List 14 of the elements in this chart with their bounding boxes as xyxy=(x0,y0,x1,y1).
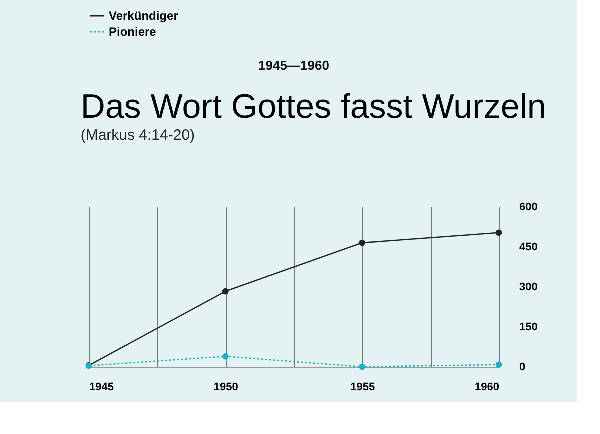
x-tick-label: 1945 xyxy=(90,382,114,394)
chart-title: Das Wort Gottes fasst Wurzeln xyxy=(80,88,546,126)
x-tick-label: 1955 xyxy=(350,382,376,394)
chart-subtitle: (Markus 4:14-20) xyxy=(80,127,196,144)
x-tick-label: 1960 xyxy=(475,382,500,394)
x-tick-label: 1950 xyxy=(214,382,238,394)
legend-label: Verkündiger xyxy=(109,9,179,23)
y-tick-label: 450 xyxy=(520,242,538,254)
y-tick-label: 600 xyxy=(520,202,538,214)
y-tick-label: 150 xyxy=(520,322,538,334)
y-tick-label: 300 xyxy=(520,282,538,294)
text: 1945—1960 xyxy=(258,58,330,73)
y-tick-label: 0 xyxy=(520,362,526,374)
legend-label: Pioniere xyxy=(109,25,157,39)
